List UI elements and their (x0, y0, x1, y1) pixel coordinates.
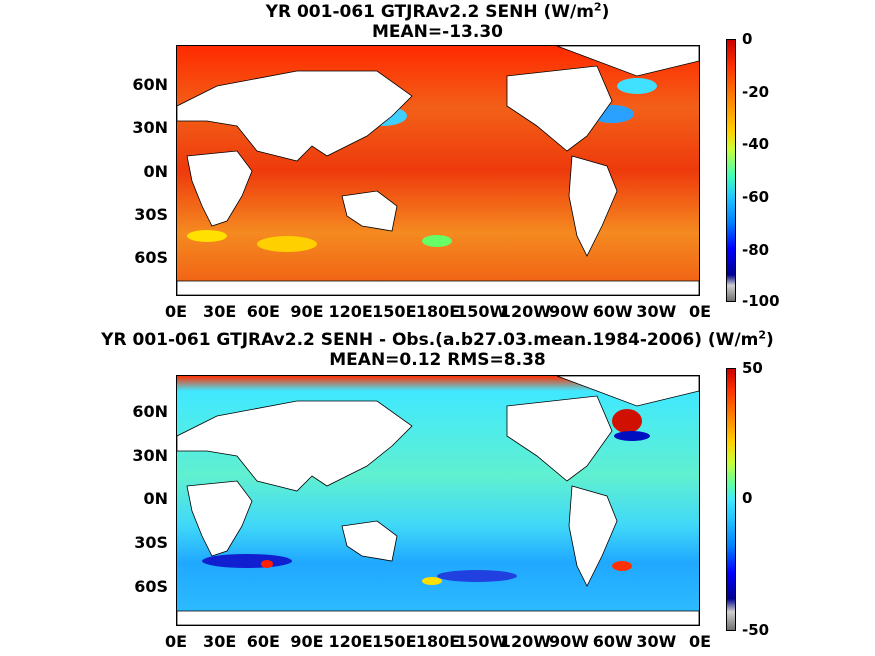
panel1-cb-m20: -20 (742, 83, 770, 101)
panel1-map (176, 45, 700, 296)
panel1-lat-60s: 60S (134, 248, 168, 267)
panel1-lon-label: 120W (499, 302, 551, 321)
panel1-map-svg (177, 46, 699, 295)
panel2-title-suffix: ) (766, 330, 774, 350)
panel2-lon-label: 0E (164, 632, 188, 651)
panel2-cb-50: 50 (742, 359, 763, 377)
panel2-lat-30s: 30S (134, 533, 168, 552)
panel2-patch-so2 (437, 570, 517, 582)
panel1-title-sup: 2 (593, 0, 602, 14)
panel2-patch-labrador (612, 409, 642, 433)
panel1-title: YR 001-061 GTJRAv2.2 SENH (W/m2) (0, 0, 875, 22)
panel2-lon-label: 60E (246, 632, 280, 651)
panel1-lat-0n: 0N (143, 162, 168, 181)
panel2-lat-0n: 0N (143, 489, 168, 508)
panel2-lon-label: 90W (549, 632, 589, 651)
panel2-title-prefix: YR 001-061 GTJRAv2.2 SENH - Obs.(a.b27.0… (101, 330, 759, 350)
panel1-cb-m80: -80 (742, 241, 770, 259)
panel1-lon-label: 180E (415, 302, 461, 321)
panel1-lat-30s: 30S (134, 205, 168, 224)
panel2-lon-label: 120E (328, 632, 373, 651)
panel2-lon-label: 60W (592, 632, 633, 651)
panel1-lon-label: 0E (688, 302, 712, 321)
panel1-cb-m60: -60 (742, 188, 770, 206)
panel2-title-sup: 2 (758, 328, 767, 342)
panel2-patch-so5 (422, 577, 442, 585)
panel2-title: YR 001-061 GTJRAv2.2 SENH - Obs.(a.b27.0… (0, 328, 875, 350)
panel2-colorbar (726, 368, 736, 631)
panel1-lat-60n: 60N (132, 75, 168, 94)
panel1-lon-label: 90E (290, 302, 324, 321)
panel2-lon-label: 150W (456, 632, 508, 651)
panel1-patch-south3 (187, 230, 227, 242)
panel2-lon-label: 180E (415, 632, 461, 651)
panel1-patch-south2 (422, 235, 452, 247)
panel2-cb-m50: -50 (742, 621, 770, 639)
panel2-lat-60n: 60N (132, 402, 168, 421)
panel1-cb-m40: -40 (742, 135, 770, 153)
panel1-cb-m100: -100 (742, 292, 780, 310)
panel2-patch-so1 (202, 554, 292, 568)
panel1-lat-30n: 30N (132, 118, 168, 137)
panel2-patch-so3 (261, 560, 273, 568)
panel1-lon-label: 150W (456, 302, 508, 321)
panel1-colorbar (726, 39, 736, 302)
panel1-title-suffix: ) (601, 2, 610, 22)
panel2-map (176, 375, 700, 626)
panel2-lat-30n: 30N (132, 446, 168, 465)
panel1-lon-label: 30E (203, 302, 237, 321)
panel1-lon-label: 90W (549, 302, 589, 321)
panel2-lon-label: 30E (203, 632, 237, 651)
panel2-cb-0: 0 (742, 489, 753, 507)
panel2-lon-label: 90E (290, 632, 324, 651)
panel2-land (177, 376, 699, 625)
panel1-cb-0: 0 (742, 30, 753, 48)
panel1-patch-arctic (617, 78, 657, 94)
panel2-stats: MEAN=0.12 RMS=8.38 (329, 350, 546, 370)
panel1-lon-label: 120E (328, 302, 373, 321)
panel2-lon-label: 120W (499, 632, 551, 651)
panel1-lon-label: 0E (164, 302, 188, 321)
panel1-lon-label: 150E (372, 302, 417, 321)
panel2-lon-label: 30W (636, 632, 677, 651)
panel2-map-svg (177, 376, 699, 625)
panel2-lon-label: 150E (372, 632, 417, 651)
panel1-lon-label: 60E (246, 302, 280, 321)
panel2-lat-60s: 60S (134, 577, 168, 596)
panel1-lon-label: 30W (636, 302, 677, 321)
panel2-patch-gulf (614, 431, 650, 441)
panel2-lon-label: 0E (688, 632, 712, 651)
panel1-land (177, 46, 699, 295)
panel1-mean: MEAN=-13.30 (372, 22, 503, 42)
panel1-lon-label: 60W (592, 302, 633, 321)
panel1-title-prefix: YR 001-061 GTJRAv2.2 SENH (W/m (265, 2, 594, 22)
panel2-patch-so4 (612, 561, 632, 571)
panel1-patch-south1 (257, 236, 317, 252)
